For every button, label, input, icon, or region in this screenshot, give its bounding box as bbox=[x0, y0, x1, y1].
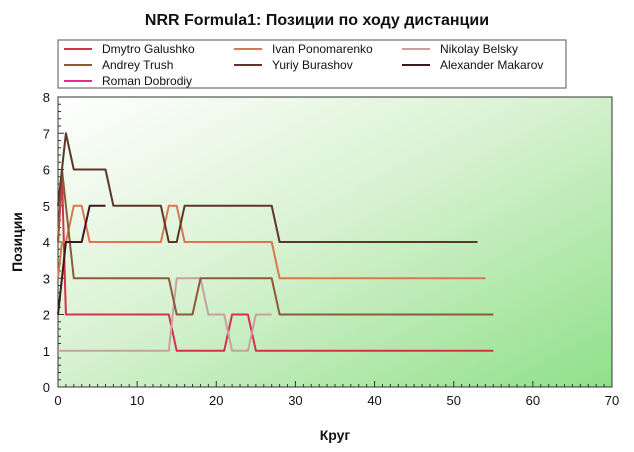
series-line bbox=[57, 168, 494, 316]
y-tick-label: 5 bbox=[43, 199, 50, 214]
legend: Dmytro Galushko Ivan Ponomarenko Nikolay B… bbox=[57, 39, 567, 89]
x-tick-label: 10 bbox=[130, 393, 144, 408]
y-tick-label: 4 bbox=[43, 235, 50, 250]
chart-title: NRR Formula1: Позиции по ходу дистанции bbox=[145, 12, 489, 29]
series-line bbox=[57, 204, 106, 315]
legend-label: Dmytro Galushko bbox=[102, 42, 195, 56]
y-tick-label: 0 bbox=[43, 380, 50, 395]
x-tick-label: 20 bbox=[209, 393, 223, 408]
x-tick-label: 60 bbox=[526, 393, 540, 408]
series-line bbox=[57, 132, 478, 243]
legend-box bbox=[57, 39, 567, 89]
legend-label: Yuriy Burashov bbox=[272, 58, 353, 72]
y-tick-label: 7 bbox=[43, 126, 50, 141]
x-tick-label: 50 bbox=[446, 393, 460, 408]
y-axis-label: Позиции bbox=[9, 212, 25, 272]
series-line bbox=[58, 277, 272, 352]
x-tick-label: 0 bbox=[54, 393, 61, 408]
legend-label: Roman Dobrodiy bbox=[102, 74, 192, 88]
x-tick-label: 30 bbox=[288, 393, 302, 408]
x-axis: 0 10 20 30 40 50 60 70 bbox=[54, 381, 619, 408]
legend-label: Nikolay Belsky bbox=[440, 42, 518, 56]
y-tick-label: 2 bbox=[43, 308, 50, 323]
y-tick-label: 1 bbox=[43, 344, 50, 359]
x-axis-label: Круг bbox=[320, 427, 351, 443]
x-tick-label: 40 bbox=[367, 393, 381, 408]
legend-label: Alexander Makarov bbox=[440, 58, 543, 72]
y-tick-label: 3 bbox=[43, 271, 50, 286]
y-tick-label: 6 bbox=[43, 163, 50, 178]
y-tick-label: 8 bbox=[43, 90, 50, 105]
series-lines bbox=[57, 132, 494, 352]
x-tick-label: 70 bbox=[605, 393, 619, 408]
legend-label: Andrey Trush bbox=[102, 58, 173, 72]
legend-label: Ivan Ponomarenko bbox=[272, 42, 373, 56]
